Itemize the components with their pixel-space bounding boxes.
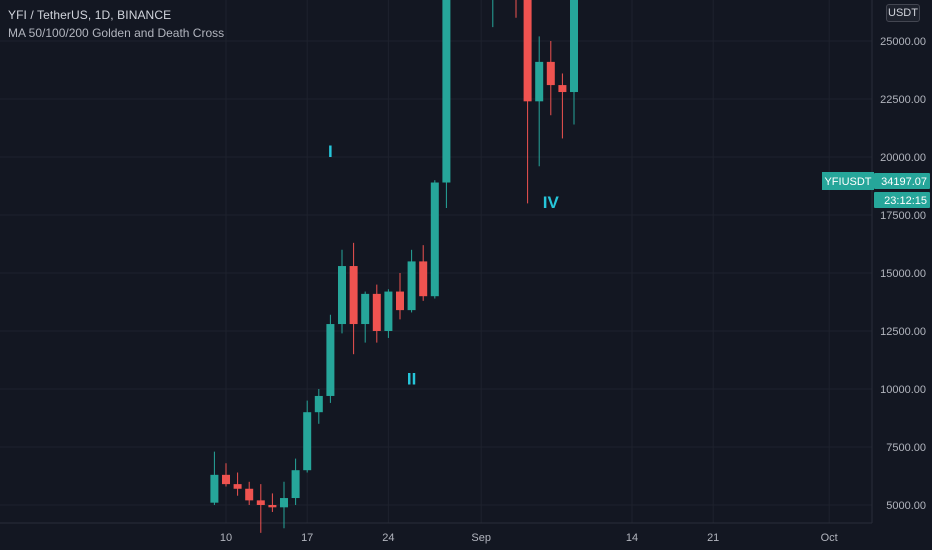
time-tick-label: 24 <box>382 532 394 544</box>
time-tick-label: Oct <box>821 532 838 544</box>
candle-body[interactable] <box>349 266 358 325</box>
price-tick-label: 5000.00 <box>886 500 926 512</box>
price-tick-label: 15000.00 <box>880 268 926 280</box>
candle-body[interactable] <box>291 470 300 499</box>
candle-body[interactable] <box>268 505 277 508</box>
candle-body[interactable] <box>384 291 393 331</box>
candle-body[interactable] <box>546 61 555 86</box>
candle-body[interactable] <box>314 395 323 413</box>
candle-body[interactable] <box>222 474 230 485</box>
currency-badge[interactable]: USDT <box>886 4 920 22</box>
wave-label[interactable]: IV <box>543 193 560 212</box>
symbol-price-tag-bg <box>874 173 930 189</box>
candle-body[interactable] <box>430 182 439 297</box>
price-tick-label: 25000.00 <box>880 36 926 48</box>
wave-label[interactable]: II <box>407 369 416 388</box>
candle-body[interactable] <box>442 0 451 183</box>
candle-body[interactable] <box>210 474 219 503</box>
time-tick-label: 17 <box>301 532 313 544</box>
symbol-price-tag: 34197.07 <box>881 176 927 188</box>
candle-body[interactable] <box>372 293 381 331</box>
candle-body[interactable] <box>407 261 416 311</box>
price-tick-label: 17500.00 <box>880 210 926 222</box>
candle-body[interactable] <box>535 61 544 102</box>
candle-body[interactable] <box>233 484 242 489</box>
candle-body[interactable] <box>419 261 428 297</box>
candle-body[interactable] <box>303 412 312 471</box>
candle-body[interactable] <box>326 324 335 396</box>
candle-body[interactable] <box>256 500 265 505</box>
time-tick-label: 14 <box>626 532 638 544</box>
candle-body[interactable] <box>338 266 346 325</box>
price-tick-label: 10000.00 <box>880 384 926 396</box>
symbol-name-tag-bg <box>822 172 874 190</box>
price-tick-label: 12500.00 <box>880 326 926 338</box>
candle-body[interactable] <box>570 0 578 93</box>
time-tick-label: Sep <box>471 532 491 544</box>
indicator-title[interactable]: MA 50/100/200 Golden and Death Cross <box>8 26 225 40</box>
time-tick-label: 21 <box>707 532 719 544</box>
candle-body[interactable] <box>558 85 567 93</box>
time-tick-label: 10 <box>220 532 232 544</box>
symbol-title[interactable]: YFI / TetherUS, 1D, BINANCE <box>8 8 172 22</box>
price-tick-label: 7500.00 <box>886 442 926 454</box>
candle-countdown-tag: 23:12:15 <box>884 195 927 207</box>
candle-countdown-tag-bg <box>874 192 930 208</box>
candle-body[interactable] <box>245 488 254 501</box>
candle-body[interactable] <box>396 291 404 311</box>
candle-body[interactable] <box>523 0 532 102</box>
candle-body[interactable] <box>280 498 288 508</box>
candle-body[interactable] <box>361 293 370 325</box>
symbol-name-tag[interactable]: YFIUSDT <box>824 176 871 188</box>
price-tick-label: 22500.00 <box>880 94 926 106</box>
wave-label[interactable]: I <box>328 142 333 161</box>
price-tick-label: 20000.00 <box>880 152 926 164</box>
